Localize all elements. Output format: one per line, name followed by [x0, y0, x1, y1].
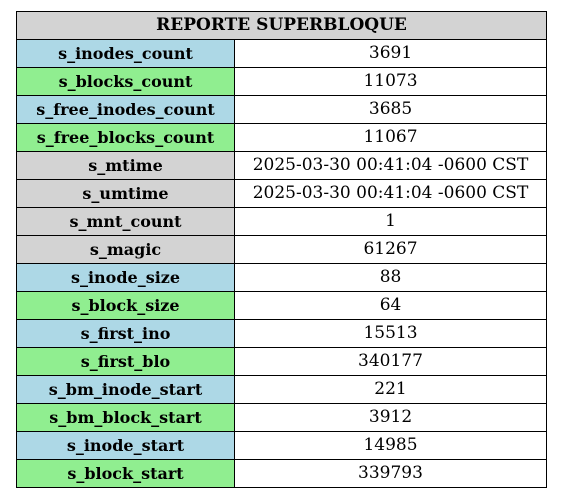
table-row: s_first_ino 15513	[16, 319, 548, 348]
field-value-cell: 3691	[233, 39, 548, 68]
field-name-cell: s_first_ino	[16, 319, 235, 348]
field-name-cell: s_magic	[16, 235, 235, 264]
field-value-cell: 64	[233, 291, 548, 320]
table-row: s_inode_start 14985	[16, 431, 548, 460]
field-name-cell: s_mnt_count	[16, 207, 235, 236]
field-value-cell: 2025-03-30 00:41:04 -0600 CST	[233, 179, 548, 208]
field-value-cell: 221	[233, 375, 548, 404]
field-name-cell: s_block_start	[16, 459, 235, 488]
field-value-cell: 3685	[233, 95, 548, 124]
field-name-cell: s_first_blo	[16, 347, 235, 376]
field-value-cell: 88	[233, 263, 548, 292]
field-value-cell: 11067	[233, 123, 548, 152]
table-row: s_mtime 2025-03-30 00:41:04 -0600 CST	[16, 151, 548, 180]
field-value-cell: 3912	[233, 403, 548, 432]
field-name-cell: s_free_inodes_count	[16, 95, 235, 124]
field-name-cell: s_umtime	[16, 179, 235, 208]
table-row: s_first_blo 340177	[16, 347, 548, 376]
field-name-cell: s_inode_start	[16, 431, 235, 460]
table-row: s_umtime 2025-03-30 00:41:04 -0600 CST	[16, 179, 548, 208]
report-header-row: REPORTE SUPERBLOQUE	[15, 11, 548, 40]
field-value-cell: 11073	[233, 67, 548, 96]
table-row: s_bm_inode_start 221	[16, 375, 548, 404]
field-name-cell: s_inodes_count	[16, 39, 235, 68]
field-name-cell: s_inode_size	[16, 263, 235, 292]
table-row: s_block_start 339793	[16, 459, 548, 488]
table-row: s_bm_block_start 3912	[16, 403, 548, 432]
report-body: s_inodes_count 3691 s_blocks_count 11073 s_f…	[16, 39, 548, 488]
field-value-cell: 61267	[233, 235, 548, 264]
field-name-cell: s_bm_block_start	[16, 403, 235, 432]
field-name-cell: s_free_blocks_count	[16, 123, 235, 152]
table-row: s_inodes_count 3691	[16, 39, 548, 68]
field-name-cell: s_blocks_count	[16, 67, 235, 96]
table-row: s_magic 61267	[16, 235, 548, 264]
table-row: s_free_inodes_count 3685	[16, 95, 548, 124]
field-name-cell: s_mtime	[16, 151, 235, 180]
table-row: s_block_size 64	[16, 291, 548, 320]
field-value-cell: 15513	[233, 319, 548, 348]
table-row: s_blocks_count 11073	[16, 67, 548, 96]
field-value-cell: 2025-03-30 00:41:04 -0600 CST	[233, 151, 548, 180]
field-name-cell: s_bm_inode_start	[16, 375, 235, 404]
table-row: s_inode_size 88	[16, 263, 548, 292]
table-row: s_free_blocks_count 11067	[16, 123, 548, 152]
field-value-cell: 1	[233, 207, 548, 236]
superblock-report-table: REPORTE SUPERBLOQUE s_inodes_count 3691 s_…	[15, 11, 548, 488]
field-value-cell: 14985	[233, 431, 548, 460]
field-value-cell: 340177	[233, 347, 548, 376]
field-name-cell: s_block_size	[16, 291, 235, 320]
report-title: REPORTE SUPERBLOQUE	[15, 11, 548, 40]
table-row: s_mnt_count 1	[16, 207, 548, 236]
field-value-cell: 339793	[233, 459, 548, 488]
